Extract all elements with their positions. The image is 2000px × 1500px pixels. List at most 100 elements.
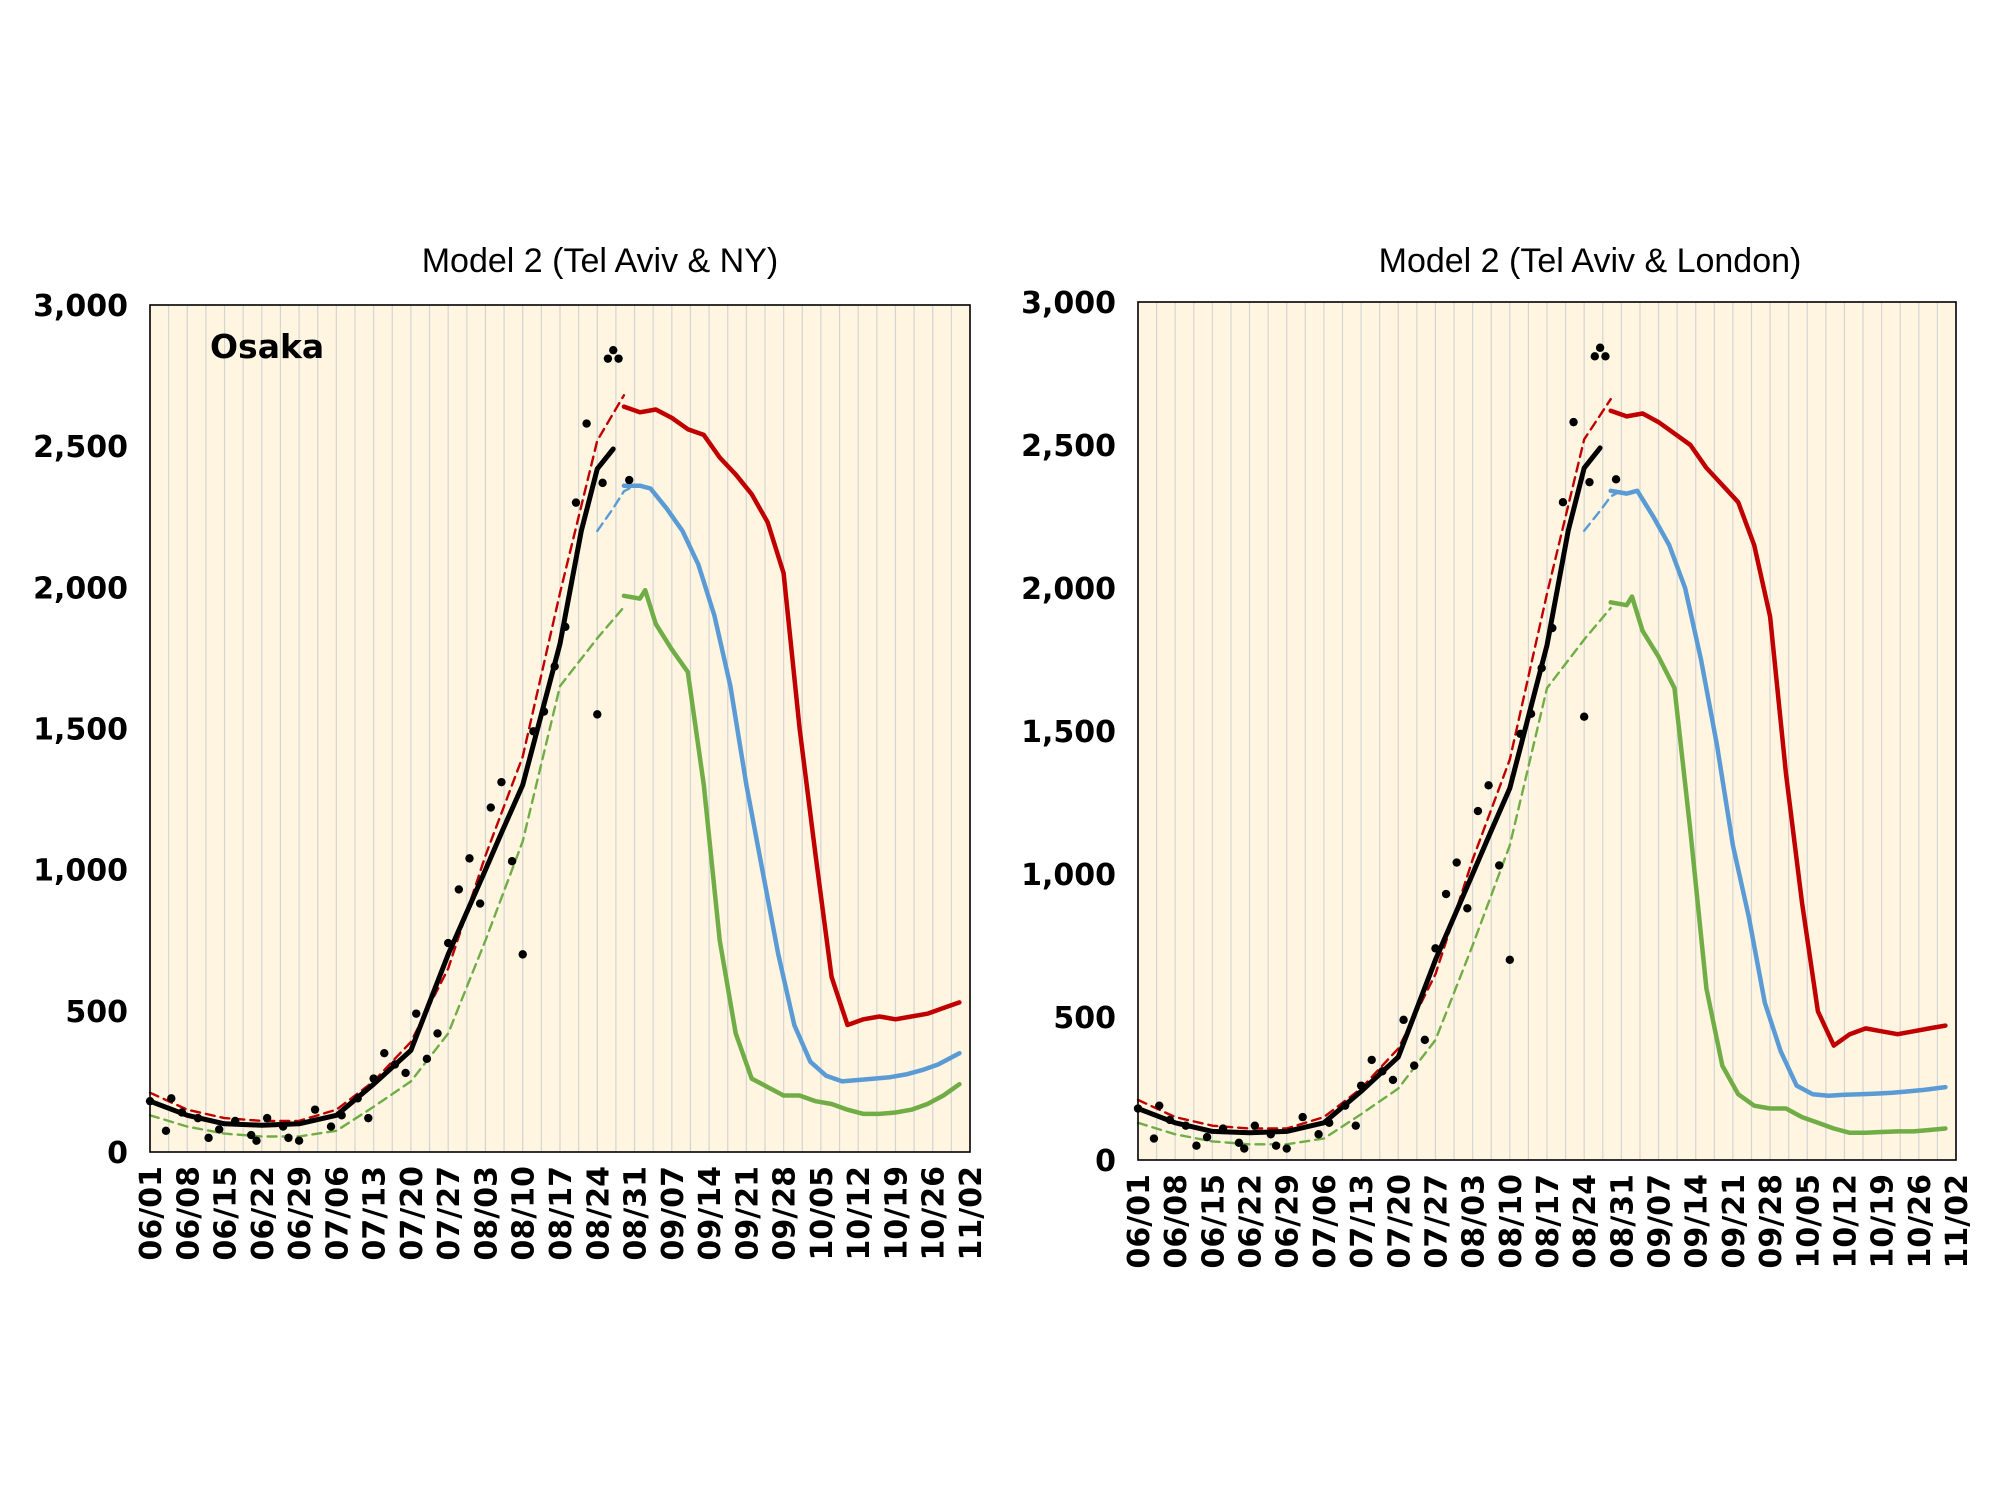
observed-point <box>614 354 623 363</box>
chart-title: Model 2 (Tel Aviv & London) <box>1379 242 1802 280</box>
y-tick-label: 0 <box>107 1136 128 1171</box>
x-tick-label: 10/26 <box>1903 1174 1938 1268</box>
y-tick-label: 500 <box>1053 1001 1116 1036</box>
observed-point <box>1516 729 1525 739</box>
observed-point <box>353 1094 362 1103</box>
x-tick-label: 08/10 <box>1494 1174 1529 1268</box>
y-tick-label: 1,000 <box>33 854 128 889</box>
x-tick-label: 09/21 <box>730 1166 765 1260</box>
x-tick-label: 07/27 <box>432 1166 467 1260</box>
x-tick-label: 08/17 <box>1531 1174 1566 1268</box>
x-tick-label: 08/03 <box>1457 1174 1492 1268</box>
observed-point <box>1548 623 1557 633</box>
x-tick-label: 08/10 <box>507 1166 542 1260</box>
observed-point <box>1192 1141 1201 1150</box>
y-tick-label: 3,000 <box>33 289 128 324</box>
x-tick-label: 06/01 <box>1122 1174 1157 1268</box>
observed-point <box>1579 712 1589 721</box>
x-tick-label: 07/27 <box>1419 1174 1454 1268</box>
observed-point <box>1351 1121 1360 1130</box>
x-tick-label: 10/12 <box>1828 1174 1863 1268</box>
observed-point <box>1585 477 1594 487</box>
x-tick-label: 08/31 <box>1605 1174 1640 1268</box>
green-solid-series-line <box>1608 594 1948 1136</box>
x-tick-label: 08/31 <box>619 1166 654 1260</box>
green-dashed-series-line <box>148 605 626 1138</box>
observed-point <box>571 498 581 507</box>
x-tick-label: 06/22 <box>1234 1174 1269 1268</box>
observed-point <box>550 662 559 671</box>
observed-point <box>1441 889 1451 899</box>
observed-point <box>262 1113 272 1123</box>
observed-point <box>278 1122 288 1131</box>
observed-point <box>486 803 495 812</box>
observed-point <box>1558 498 1568 507</box>
observed-point <box>230 1116 240 1126</box>
observed-point <box>337 1111 346 1120</box>
x-tick-label: 09/28 <box>1754 1174 1789 1268</box>
observed-point <box>1266 1130 1275 1139</box>
x-tick-label: 08/03 <box>469 1166 504 1260</box>
observed-point <box>1250 1121 1260 1130</box>
observed-point <box>593 710 602 719</box>
observed-point <box>422 1054 432 1064</box>
observed-point <box>433 1029 442 1038</box>
blue-solid-series-line <box>1608 488 1948 1098</box>
observed-point <box>326 1122 336 1131</box>
observed-point <box>1218 1124 1228 1133</box>
y-tick-label: 1,500 <box>1021 715 1116 750</box>
observed-point <box>475 899 485 908</box>
green-solid-series-line <box>621 587 962 1117</box>
blue-dashed-series-line <box>596 484 636 533</box>
x-tick-label: 10/12 <box>842 1166 877 1260</box>
y-tick-label: 1,500 <box>33 713 128 748</box>
observed-point <box>412 1009 421 1018</box>
x-tick-label: 10/05 <box>1791 1174 1826 1268</box>
observed-point <box>161 1126 171 1136</box>
observed-point <box>1181 1121 1191 1130</box>
observed-point <box>204 1133 213 1143</box>
observed-point <box>1452 858 1461 867</box>
x-tick-label: 09/21 <box>1717 1174 1752 1268</box>
y-tick-label: 1,000 <box>1021 858 1116 893</box>
observed-point <box>1569 417 1578 427</box>
observed-point <box>390 1060 400 1069</box>
x-tick-label: 09/07 <box>1643 1174 1678 1268</box>
observed-point <box>369 1074 378 1083</box>
observed-solid-thick-series-line <box>1135 445 1603 1136</box>
y-tick-label: 0 <box>1095 1144 1116 1179</box>
observed-point <box>1420 1035 1430 1045</box>
observed-point <box>1155 1101 1164 1110</box>
x-tick-label: 06/29 <box>1271 1174 1306 1268</box>
chart-title: Model 2 (Tel Aviv & NY) <box>422 242 779 280</box>
observed-point <box>215 1125 224 1134</box>
observed-solid-thick-series-line <box>147 446 616 1128</box>
x-tick-label: 06/01 <box>134 1166 169 1260</box>
observed-point <box>1282 1144 1291 1153</box>
observed-point <box>1505 955 1515 964</box>
observed-point <box>1431 944 1440 953</box>
green-dashed-series-line <box>1136 606 1612 1146</box>
observed-point <box>497 777 506 787</box>
observed-point <box>1590 352 1600 361</box>
observed-point <box>609 345 618 355</box>
observed-point <box>284 1133 293 1143</box>
x-tick-label: 11/02 <box>954 1166 989 1260</box>
observed-point <box>1611 475 1621 484</box>
observed-point <box>1240 1144 1249 1153</box>
y-tick-label: 2,500 <box>33 430 128 465</box>
y-tick-label: 2,500 <box>1021 429 1116 464</box>
observed-point <box>1601 352 1610 361</box>
observed-point <box>454 885 464 894</box>
observed-point <box>364 1113 373 1123</box>
observed-point <box>167 1094 176 1103</box>
observed-point <box>1234 1138 1244 1148</box>
observed-point <box>246 1130 256 1140</box>
location-label: Osaka <box>210 327 324 366</box>
x-tick-label: 10/19 <box>1866 1174 1901 1268</box>
observed-point <box>465 854 474 863</box>
observed-point <box>380 1048 389 1058</box>
y-tick-label: 3,000 <box>1021 286 1116 321</box>
red-solid-series-line <box>1608 408 1948 1048</box>
